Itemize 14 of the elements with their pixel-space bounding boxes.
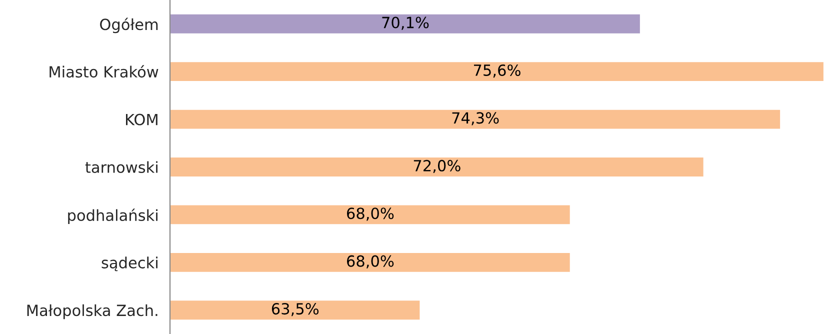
y-tick-label: KOM: [126, 114, 158, 126]
data-label: 68,0%: [347, 208, 394, 221]
data-label: 75,6%: [474, 64, 520, 78]
y-tick-label: Małopolska Zach.: [27, 304, 158, 320]
data-label: 68,0%: [347, 255, 394, 268]
data-label: 74,3%: [452, 112, 499, 126]
data-label: 70,1%: [382, 16, 429, 30]
data-label: 63,5%: [272, 303, 319, 316]
y-tick-label: Ogółem: [100, 18, 158, 34]
data-label: 72,0%: [414, 160, 460, 173]
y-tick-label: Miasto Kraków: [50, 65, 158, 78]
y-tick-label: podhalański: [68, 208, 158, 224]
y-tick-label: tarnowski: [85, 161, 158, 174]
y-tick-label: sądecki: [102, 256, 158, 272]
